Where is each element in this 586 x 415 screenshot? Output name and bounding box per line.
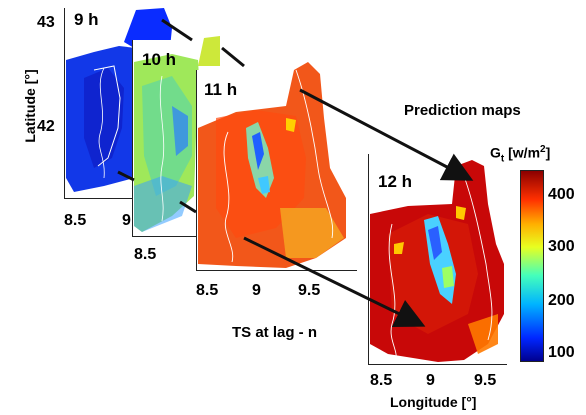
panel-9h-tick-1: 9 [122, 212, 131, 229]
arrow-11h-to-12h-lower [243, 236, 426, 327]
panel-10h-hour-label: 10 h [142, 50, 177, 69]
panel-9h-map [66, 8, 172, 192]
panel-12h-tick-2: 9.5 [474, 372, 497, 389]
panel-11h-tick-2: 9.5 [298, 282, 321, 299]
colorbar-label-unit: [w/m [508, 144, 541, 161]
colorbar-label-sup: 2 [540, 144, 546, 155]
colorbar-label: Gt [w/m2] [490, 144, 550, 164]
arrow-11h-to-12h [299, 88, 474, 181]
panel-11h-tick-1: 9 [252, 282, 261, 299]
ts-lag-label: TS at lag - n [232, 324, 318, 341]
panel-11h-map [198, 62, 346, 268]
colorbar [520, 170, 544, 362]
panel-11h-tick-0: 8.5 [196, 282, 219, 299]
colorbar-label-close: ] [545, 144, 551, 161]
colorbar-label-sub: t [500, 153, 505, 165]
colorbar-label-main: G [490, 144, 501, 161]
panel-10h-map [134, 36, 220, 232]
longitude-axis-label: Longitude [°] [390, 394, 477, 410]
panel-12h-tick-1: 9 [426, 372, 435, 389]
panel-12h-hour-label: 12 h [378, 172, 413, 191]
colorbar-tick-100: 100 [548, 344, 575, 361]
arrow-ts-mid [179, 200, 197, 214]
colorbar-tick-300: 300 [548, 238, 575, 255]
panel-9h-hour-label: 9 h [74, 10, 99, 29]
panel-11h-hour-label: 11 h [204, 80, 238, 99]
colorbar-tick-400: 400 [548, 186, 575, 203]
panel-10h-tick-0: 8.5 [134, 246, 157, 263]
arrow-9h-to-12h [161, 18, 193, 42]
arrow-ts-upper [117, 170, 135, 182]
panel-12h-tick-0: 8.5 [370, 372, 393, 389]
lat-tick-43: 43 [37, 14, 55, 31]
prediction-maps-label: Prediction maps [404, 102, 521, 119]
arrow-10h [221, 46, 245, 68]
colorbar-tick-200: 200 [548, 292, 575, 309]
panel-9h-tick-0: 8.5 [64, 212, 87, 229]
lat-tick-42: 42 [37, 118, 55, 135]
